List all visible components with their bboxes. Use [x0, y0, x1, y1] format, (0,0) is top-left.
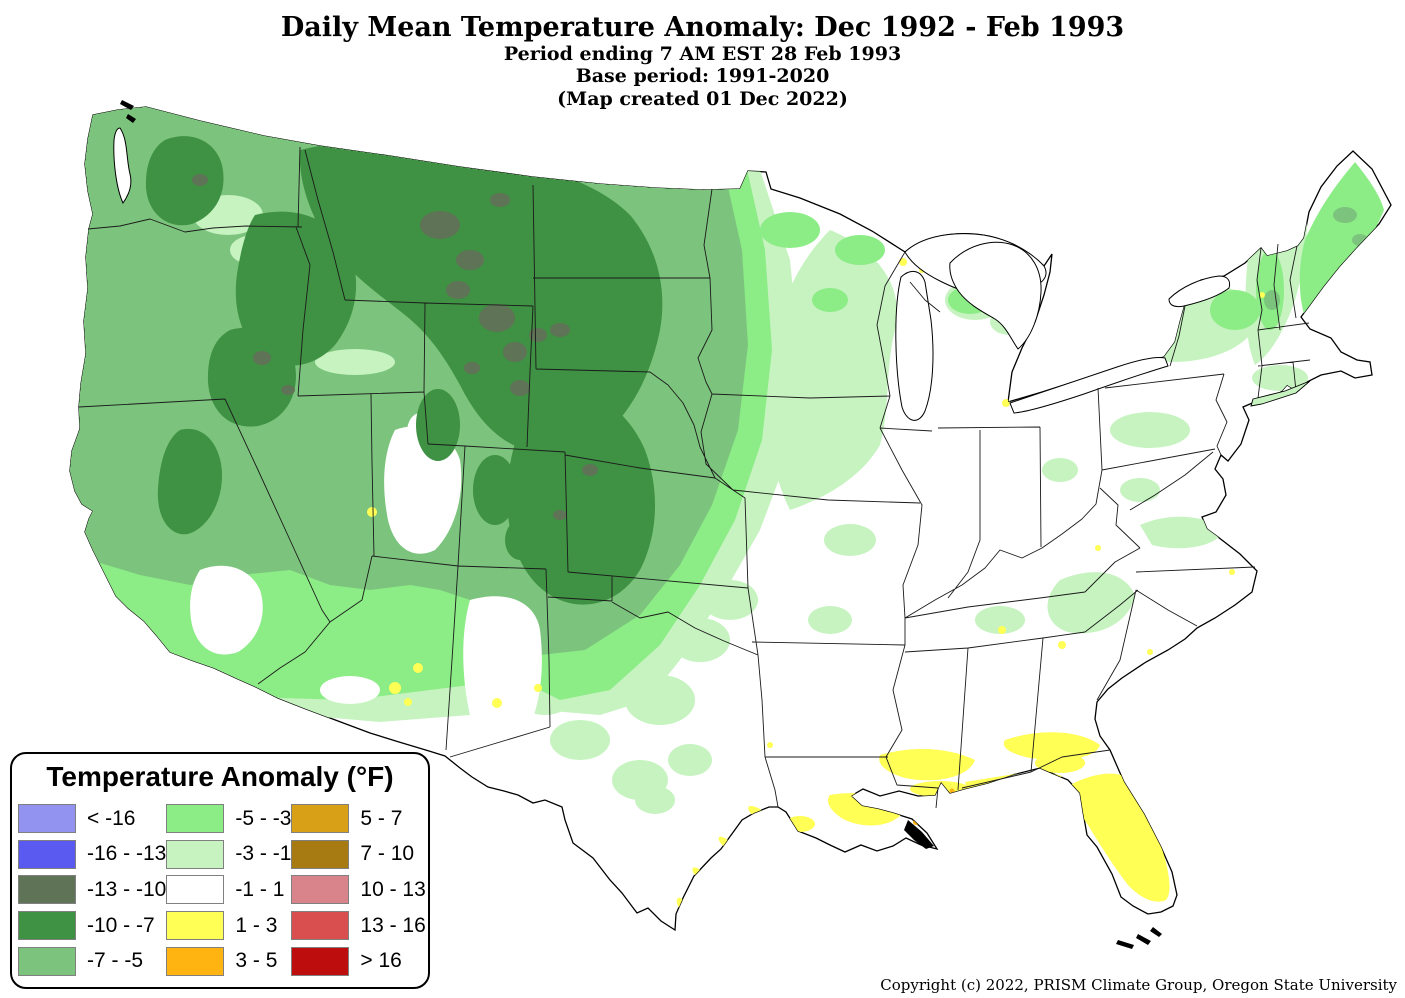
- title-block: Daily Mean Temperature Anomaly: Dec 1992…: [0, 12, 1405, 110]
- legend-entry: 13 - 16: [291, 908, 426, 944]
- legend-swatch: [18, 839, 76, 869]
- legend-swatch: [166, 946, 225, 976]
- legend-entry: -5 - -3: [166, 801, 291, 837]
- map-subtitle-created: (Map created 01 Dec 2022): [557, 87, 848, 110]
- legend-swatch: [166, 875, 225, 905]
- legend-grid: < -16 -16 - -13 -13 - -10 -10 - -7 -7 - …: [12, 793, 428, 989]
- legend-entry: -13 - -10: [18, 872, 166, 908]
- lake-huron: [949, 241, 1042, 350]
- legend-entry: -16 - -13: [18, 837, 166, 873]
- legend-swatch: [291, 839, 350, 869]
- legend-entry: -7 - -5: [18, 943, 166, 979]
- legend-entry: 10 - 13: [291, 872, 426, 908]
- map-title: Daily Mean Temperature Anomaly: Dec 1992…: [280, 12, 1125, 43]
- anomaly-fill-layer: [70, 107, 1384, 913]
- legend-label: -1 - 1: [235, 877, 285, 901]
- legend-swatch: [18, 946, 76, 976]
- lake-michigan: [895, 270, 934, 421]
- legend-entry: -1 - 1: [166, 872, 291, 908]
- legend-label: 1 - 3: [235, 913, 278, 937]
- legend-swatch: [291, 875, 350, 905]
- legend-swatch: [166, 839, 225, 869]
- state-boundaries: [78, 146, 1311, 809]
- legend-label: -10 - -7: [87, 913, 155, 937]
- mississippi-delta: [904, 820, 934, 849]
- puget-sound: [113, 127, 132, 204]
- legend-label: -3 - -1: [235, 842, 292, 866]
- legend-box: Temperature Anomaly (°F) < -16 -16 - -13…: [10, 752, 430, 989]
- legend-swatch: [166, 804, 225, 834]
- legend-entry: -10 - -7: [18, 908, 166, 944]
- legend-swatch: [166, 911, 225, 941]
- legend-swatch: [18, 875, 76, 905]
- map-subtitle-base-period: Base period: 1991-2020: [575, 65, 830, 88]
- legend-entry: 5 - 7: [291, 801, 425, 837]
- legend-swatch: [18, 911, 76, 941]
- legend-label: 3 - 5: [235, 949, 278, 973]
- lake-erie: [1009, 357, 1169, 414]
- legend-label: -5 - -3: [235, 806, 292, 830]
- great-lakes: [113, 127, 1231, 421]
- legend-entry: 1 - 3: [166, 908, 291, 944]
- legend-entry: 3 - 5: [166, 943, 291, 979]
- legend-label: 5 - 7: [360, 806, 403, 830]
- legend-label: 7 - 10: [360, 842, 415, 866]
- legend-label: 10 - 13: [360, 877, 426, 901]
- legend-entry: -3 - -1: [166, 837, 291, 873]
- florida-keys: [1116, 927, 1162, 949]
- legend-label: -16 - -13: [87, 842, 167, 866]
- legend-swatch: [291, 804, 350, 834]
- copyright-text: Copyright (c) 2022, PRISM Climate Group,…: [880, 976, 1397, 994]
- legend-title: Temperature Anomaly (°F): [46, 761, 394, 792]
- legend-swatch: [291, 946, 350, 976]
- legend-label: > 16: [360, 949, 402, 973]
- legend-swatch: [18, 804, 76, 834]
- lake-ontario: [1168, 275, 1231, 308]
- legend-entry: 7 - 10: [291, 837, 425, 873]
- legend-label: < -16: [87, 806, 136, 830]
- san-juan-islands: [120, 100, 136, 123]
- legend-label: -13 - -10: [87, 877, 167, 901]
- long-island: [1250, 380, 1311, 407]
- legend-label: 13 - 16: [360, 913, 426, 937]
- legend-label: -7 - -5: [87, 949, 144, 973]
- legend-entry: < -16: [18, 801, 166, 837]
- legend-swatch: [291, 911, 350, 941]
- map-subtitle-period: Period ending 7 AM EST 28 Feb 1993: [503, 43, 902, 66]
- legend-entry: > 16: [291, 943, 425, 979]
